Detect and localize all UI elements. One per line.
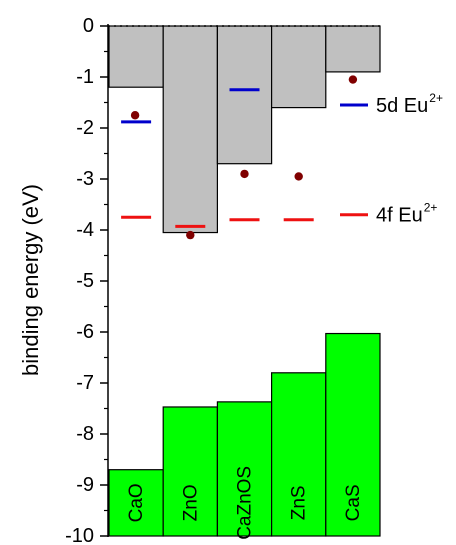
y-tick-label: -6 — [76, 321, 94, 343]
y-tick-label: 0 — [83, 15, 94, 37]
series-2-point-cao — [130, 111, 140, 120]
y-tick-label: -9 — [76, 474, 94, 496]
conduction-band-caznos — [216, 25, 273, 165]
legend-label-1: 4f Eu — [376, 205, 423, 227]
y-tick-label: -4 — [76, 219, 94, 241]
y-tick-label: -7 — [76, 372, 94, 394]
category-label-cao: CaO — [126, 483, 147, 522]
y-tick-label: -10 — [65, 525, 94, 545]
valence-band-cao — [108, 469, 164, 537]
series-2-point-caznos — [240, 169, 249, 179]
y-tick-label: -1 — [76, 66, 94, 88]
category-label-cas: CaS — [343, 484, 364, 521]
series-2-point-cas — [348, 75, 358, 84]
valence-band-zno — [162, 406, 218, 537]
conduction-band-zno — [162, 25, 218, 234]
conduction-band-cas — [325, 25, 381, 73]
y-axis-title: binding energy (eV) — [18, 184, 43, 376]
bands-layer: CaO ZnO CaZnOS ZnS CaS — [108, 25, 381, 540]
conduction-band-cao — [108, 25, 164, 88]
category-label-zno: ZnO — [180, 484, 201, 521]
markers-layer — [121, 75, 358, 240]
series-2-point-zns — [294, 172, 303, 181]
category-label-caznos: CaZnOS — [235, 466, 256, 540]
y-tick-label: -8 — [76, 423, 94, 445]
legend: 5d Eu 2+4f Eu 2+ — [340, 91, 443, 227]
y-tick-label: -3 — [76, 168, 94, 190]
valence-band-zns — [271, 372, 327, 537]
valence-band-caznos — [216, 401, 273, 537]
y-axis: 0 -1 -2 -3 -4 -5 -6 -7 -8 -9 -10 — [65, 15, 109, 545]
legend-label-sup-0: 2+ — [429, 91, 443, 105]
legend-label-sup-1: 2+ — [424, 201, 438, 215]
conduction-band-zns — [271, 25, 327, 109]
category-label-zns: ZnS — [289, 485, 310, 520]
valence-band-cas — [325, 332, 381, 537]
legend-label-0: 5d Eu — [376, 95, 428, 117]
y-tick-label: -5 — [76, 270, 94, 292]
y-tick-label: -2 — [76, 117, 94, 139]
series-2-point-zno — [186, 230, 195, 240]
